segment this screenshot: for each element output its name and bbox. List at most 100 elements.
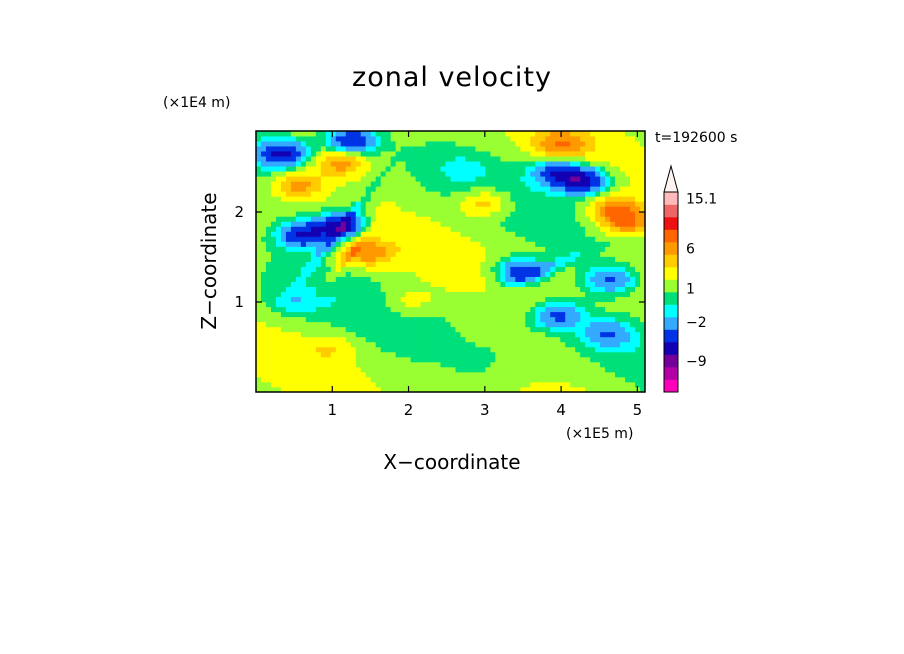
field-cell [325,191,332,197]
field-cell [345,231,352,237]
field-cell [575,286,581,293]
field-cell [620,256,626,262]
field-cell [430,151,436,157]
field-cell [270,356,277,363]
field-cell [565,166,571,172]
field-cell [330,231,337,237]
field-cell [290,386,297,393]
field-cell [330,256,337,262]
field-cell [510,361,516,368]
field-cell [580,151,586,157]
field-cell [515,226,521,232]
field-cell [435,331,441,338]
field-cell [620,326,626,333]
field-cell [335,181,342,187]
field-cell [330,311,337,318]
field-cell [370,366,377,373]
field-cell [505,186,511,192]
field-cell [560,216,566,222]
field-cell [365,381,372,388]
field-cell [550,356,556,363]
field-cell [365,161,372,167]
field-cell [530,316,536,323]
field-cell [620,301,626,308]
field-cell [555,261,561,267]
field-cell [405,196,412,202]
field-cell [355,346,362,353]
field-cell [435,146,441,152]
field-cell [480,241,486,247]
field-cell [500,271,506,277]
field-cell [315,286,322,293]
field-cell [275,371,282,378]
field-cell [455,266,461,272]
field-cell [305,131,312,137]
field-cell [550,306,556,313]
field-cell [270,196,277,202]
field-cell [555,206,561,212]
field-cell [280,146,287,152]
field-cell [485,196,491,202]
field-cell [450,366,456,373]
field-cell [330,216,337,222]
field-cell [520,341,526,348]
field-cell [485,356,491,363]
field-cell [325,216,332,222]
field-cell [575,371,581,378]
field-cell [635,336,641,343]
field-cell [280,346,287,353]
field-cell [580,261,586,267]
field-cell [265,306,272,313]
field-cell [410,271,416,277]
field-cell [270,346,277,353]
field-cell [590,361,596,368]
field-cell [300,326,307,333]
field-cell [325,326,332,333]
field-cell [575,251,581,257]
field-cell [445,301,451,308]
field-cell [615,276,621,282]
field-cell [405,291,412,298]
field-cell [625,271,631,277]
field-cell [515,351,521,358]
field-cell [370,326,377,333]
field-cell [315,251,322,257]
field-cell [355,366,362,373]
field-cell [455,381,461,388]
field-cell [415,226,421,232]
field-cell [545,131,551,137]
field-cell [605,281,611,287]
field-cell [625,281,631,287]
field-cell [465,171,471,177]
field-cell [625,186,631,192]
field-cell [355,311,362,318]
field-cell [400,196,407,202]
field-cell [470,176,476,182]
field-cell [635,286,641,293]
field-cell [540,366,546,373]
field-cell [580,171,586,177]
field-cell [560,321,566,328]
field-cell [565,261,571,267]
field-cell [385,176,392,182]
field-cell [400,381,407,388]
field-cell [410,156,416,162]
field-cell [435,171,441,177]
field-cell [350,221,357,227]
field-cell [330,331,337,338]
field-cell [575,281,581,287]
field-cell [435,341,441,348]
field-cell [350,176,357,182]
field-cell [320,321,327,328]
field-cell [545,266,551,272]
field-cell [295,296,302,303]
field-cell [475,336,481,343]
field-cell [350,226,357,232]
field-cell [280,266,287,272]
field-cell [540,131,546,137]
field-cell [545,206,551,212]
field-cell [265,276,272,282]
field-cell [540,286,546,293]
field-cell [425,261,431,267]
field-cell [425,251,431,257]
